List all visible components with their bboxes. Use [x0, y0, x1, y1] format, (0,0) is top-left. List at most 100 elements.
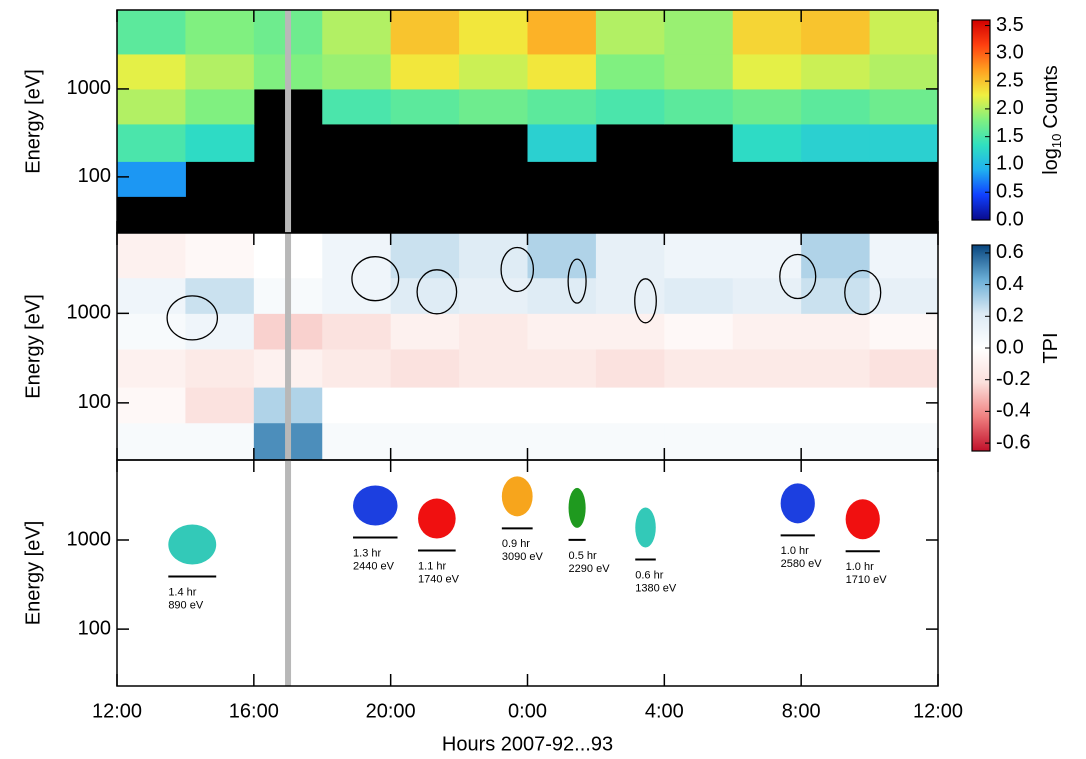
event-duration-label: 0.9 hr — [502, 538, 530, 550]
colorbar-tick-label: 3.0 — [996, 42, 1024, 64]
heat-cell — [801, 387, 871, 424]
event-contour — [634, 278, 657, 324]
y-axis-label: Energy [eV] — [22, 521, 44, 626]
colorbar-tick-label: -0.4 — [996, 400, 1030, 422]
heat-cell — [390, 233, 460, 279]
heat-cell — [664, 88, 734, 125]
heat-cell — [459, 277, 528, 314]
colorbar-tick-label: 0.6 — [996, 241, 1024, 263]
event-energy-label: 1710 eV — [846, 574, 888, 586]
heat-cell — [185, 313, 255, 350]
y-tick-label: 100 — [78, 617, 111, 639]
heat-cell — [732, 88, 802, 125]
colorbar-tick-label: -0.6 — [996, 431, 1030, 453]
x-tick-label: 20:00 — [366, 700, 416, 722]
x-tick-label: 12:00 — [913, 700, 963, 722]
heat-cell — [527, 313, 597, 350]
heat-cell — [664, 348, 734, 388]
event-duration-label: 1.1 hr — [418, 560, 446, 572]
event-blob — [168, 524, 217, 565]
x-tick-label: 8:00 — [782, 700, 821, 722]
heat-cell — [869, 233, 938, 279]
heat-cell — [322, 422, 392, 460]
heat-cell — [390, 387, 460, 424]
heat-cell — [664, 422, 734, 460]
colorbar-tick-label: 0.4 — [996, 273, 1024, 295]
heat-cell — [732, 387, 802, 424]
heat-cell — [732, 422, 802, 460]
heat-cell — [869, 88, 938, 125]
heat-cell — [390, 348, 460, 388]
heat-cell — [732, 313, 802, 350]
heat-cell — [390, 422, 460, 460]
heat-cell — [595, 10, 665, 55]
heat-cell — [527, 422, 597, 460]
colorbar-label-base: log — [1040, 148, 1062, 175]
heat-cell — [801, 422, 871, 460]
heat-cell — [595, 233, 665, 279]
y-tick-label: 1000 — [67, 302, 112, 324]
y-axis-label: Energy [eV] — [22, 69, 44, 174]
heat-cell — [801, 123, 871, 162]
heat-cell — [117, 161, 186, 197]
heat-cell — [869, 387, 938, 424]
heat-cell — [732, 277, 802, 314]
colorbar-tick-label: 0.2 — [996, 305, 1024, 327]
heat-cell — [595, 88, 665, 125]
heat-cell — [185, 422, 255, 460]
heat-cell — [185, 123, 255, 162]
heat-cell — [664, 313, 734, 350]
colorbar-label-sub: 10 — [1049, 134, 1064, 148]
y-axis-label: Energy [eV] — [22, 294, 44, 399]
heat-cell — [322, 88, 392, 125]
heat-cell — [459, 233, 528, 279]
event-blob — [780, 483, 815, 524]
y-tick-label: 100 — [78, 391, 111, 413]
heat-cell — [322, 387, 392, 424]
colorbar-label: log10 Counts — [1040, 65, 1064, 175]
heat-cell — [185, 348, 255, 388]
colorbar-tick-label: 3.5 — [996, 14, 1024, 36]
heat-cell — [664, 233, 734, 279]
heat-cell — [185, 387, 255, 424]
event-energy-label: 890 eV — [168, 599, 204, 611]
heat-cell — [664, 387, 734, 424]
event-contour — [166, 295, 219, 341]
colorbar-tick-label: 2.5 — [996, 69, 1024, 91]
event-energy-label: 2440 eV — [353, 560, 395, 572]
heat-cell — [117, 233, 186, 279]
heat-cell — [322, 53, 392, 90]
event-contour — [779, 253, 817, 300]
x-axis-label: Hours 2007-92...93 — [442, 733, 613, 755]
heat-cell — [869, 313, 938, 350]
event-energy-label: 2290 eV — [569, 563, 611, 575]
colorbar-label-rest: Counts — [1040, 65, 1062, 128]
heat-cell — [322, 233, 392, 279]
heat-cell — [527, 88, 597, 125]
heat-cell — [664, 10, 734, 55]
heat-cell — [732, 10, 802, 55]
event-duration-label: 1.0 hr — [846, 561, 874, 573]
heat-cell — [801, 233, 871, 279]
heat-cell — [390, 313, 460, 350]
heat-cell — [185, 88, 255, 125]
heat-cell — [527, 10, 597, 55]
heat-cell — [664, 53, 734, 90]
heat-cell — [390, 10, 460, 55]
colorbar-tick-label: 1.0 — [996, 153, 1024, 175]
heat-cell — [869, 422, 938, 460]
heat-cell — [322, 277, 392, 314]
heat-cell — [869, 348, 938, 388]
heat-cell — [801, 53, 871, 90]
x-tick-label: 12:00 — [92, 700, 142, 722]
heat-cell — [595, 387, 665, 424]
heat-cell — [732, 348, 802, 388]
heat-cell — [459, 53, 528, 90]
plot-layer: 100 1000 Energy [eV] 0.0 0.5 1.0 1.5 2.0 2.5 3.0 3… — [22, 9, 1064, 755]
heat-cell — [595, 313, 665, 350]
heat-cell — [527, 53, 597, 90]
event-contour — [416, 269, 458, 315]
heat-cell — [117, 422, 186, 460]
heat-cell — [869, 53, 938, 90]
